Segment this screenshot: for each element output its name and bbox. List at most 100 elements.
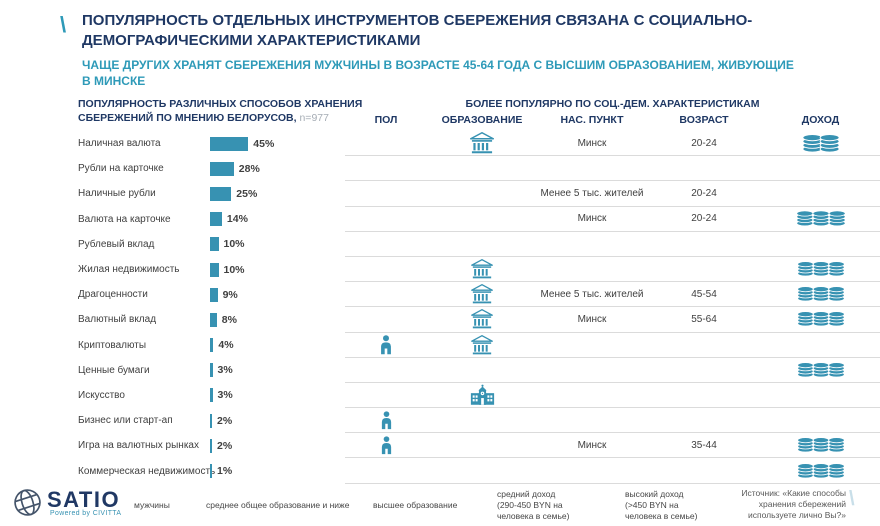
table-cell	[427, 181, 537, 205]
bar-value: 10%	[223, 263, 245, 276]
settlement-value: Минск	[577, 439, 607, 451]
coins-high-icon	[796, 260, 845, 278]
table-cell	[647, 333, 761, 357]
bar-row: Жилая недвижимость 10%	[78, 257, 353, 282]
table-row: Минск 35-44	[345, 433, 880, 459]
table-cell	[761, 156, 880, 180]
bar	[210, 312, 217, 327]
bar-row: Искусство 3%	[78, 383, 353, 408]
table-cell	[345, 156, 427, 180]
bar-label: Валюта на карточке	[78, 213, 171, 225]
table-cell	[427, 383, 537, 407]
coins-medium-icon	[801, 133, 841, 153]
male-icon	[380, 436, 393, 455]
table-cell	[345, 358, 427, 382]
table-cell	[647, 232, 761, 256]
page-subtitle: ЧАЩЕ ДРУГИХ ХРАНЯТ СБЕРЕЖЕНИЯ МУЖЧИНЫ В …	[82, 58, 794, 88]
table-cell	[537, 257, 647, 281]
settlement-value: Минск	[577, 313, 607, 325]
bar-value: 14%	[226, 213, 248, 226]
table-cell	[647, 358, 761, 382]
settlement-value: Менее 5 тыс. жителей	[540, 187, 644, 199]
table-row	[345, 383, 880, 409]
table-column-header: ВОЗРАСТ	[679, 114, 729, 126]
bar-value: 10%	[223, 238, 245, 251]
male-icon	[380, 410, 393, 430]
table-row: Минск 20-24	[345, 131, 880, 157]
left-chart-heading: ПОПУЛЯРНОСТЬ РАЗЛИЧНЫХ СПОСОБОВ ХРАНЕНИЯ…	[78, 98, 378, 125]
bar	[210, 237, 219, 252]
bar-value: 9%	[222, 288, 238, 301]
bar-row: Криптовалюты 4%	[78, 333, 353, 358]
bar-value: 1%	[217, 465, 233, 478]
table-cell	[761, 307, 880, 331]
table-cell	[345, 181, 427, 205]
table-cell: Менее 5 тыс. жителей	[537, 181, 647, 205]
table-column-header: ПОЛ	[374, 114, 398, 126]
bar-label: Криптовалюты	[78, 339, 147, 351]
bar-label: Игра на валютных рынках	[78, 440, 199, 452]
bar-label: Валютный вклад	[78, 314, 157, 326]
coins-high-icon	[796, 361, 845, 379]
bar-row: Драгоценности 9%	[78, 282, 353, 307]
table-row	[345, 232, 880, 257]
bar-value: 8%	[221, 313, 237, 326]
bar-value: 25%	[236, 187, 258, 200]
bar-row: Ценные бумаги 3%	[78, 358, 353, 383]
bar-chart: Наличная валюта 45% Рубли на карточке 28% На…	[78, 131, 353, 484]
bar	[210, 363, 213, 378]
footer-slash-mark: \	[849, 488, 855, 510]
table-column-headers: ПОЛ ОБРАЗОВАНИЕ НАС. ПУНКТ ВОЗРАСТ ДОХОД	[345, 114, 880, 126]
age-value: 35-44	[691, 439, 717, 451]
bar	[210, 262, 219, 277]
table-cell: Минск	[537, 307, 647, 331]
bar-row: Валюта на карточке 14%	[78, 207, 353, 232]
table-row	[345, 358, 880, 383]
table-cell	[537, 156, 647, 180]
age-value: 20-24	[691, 213, 717, 225]
table-cell	[427, 257, 537, 281]
table-row: Менее 5 тыс. жителей 20-24	[345, 181, 880, 207]
bar	[210, 388, 213, 403]
table-cell	[537, 458, 647, 482]
bar	[210, 287, 218, 302]
table-cell	[647, 383, 761, 407]
table-cell	[427, 458, 537, 482]
left-chart-heading-text: ПОПУЛЯРНОСТЬ РАЗЛИЧНЫХ СПОСОБОВ ХРАНЕНИЯ…	[78, 98, 363, 124]
table-cell	[537, 408, 647, 432]
table-cell	[345, 257, 427, 281]
table-column-header: ДОХОД	[801, 114, 840, 126]
table-cell	[761, 458, 880, 482]
bar	[210, 338, 214, 353]
table-cell	[647, 156, 761, 180]
table-row	[345, 257, 880, 283]
bar-row: Коммерческая недвижимость 1%	[78, 458, 353, 483]
coins-high-icon	[796, 436, 845, 454]
male-icon	[379, 334, 393, 355]
satio-logo: SATIO	[47, 487, 121, 512]
table-cell: 55-64	[647, 307, 761, 331]
bar-row: Рубли на карточке 28%	[78, 156, 353, 181]
source-note: Источник: «Какие способы хранения сбереж…	[741, 488, 846, 521]
table-cell	[427, 232, 537, 256]
legend-income-high-label: высокий доход (>450 BYN на человека в се…	[625, 489, 698, 521]
table-cell: Менее 5 тыс. жителей	[537, 282, 647, 306]
university-icon	[471, 284, 493, 304]
bar-row: Наличные рубли 25%	[78, 181, 353, 206]
table-cell	[345, 458, 427, 482]
university-icon	[471, 334, 493, 355]
table-row: Менее 5 тыс. жителей 45-54	[345, 282, 880, 308]
bar-value: 4%	[218, 339, 234, 352]
table-cell	[647, 408, 761, 432]
bar	[210, 413, 212, 428]
bar-label: Рублевый вклад	[78, 238, 155, 250]
table-cell	[537, 358, 647, 382]
table-cell	[761, 257, 880, 281]
table-cell: 20-24	[647, 207, 761, 231]
table-cell	[427, 433, 537, 457]
university-icon	[471, 309, 493, 329]
table-row: Минск 20-24	[345, 207, 880, 232]
table-cell	[761, 433, 880, 457]
bar-label: Наличные рубли	[78, 188, 156, 200]
